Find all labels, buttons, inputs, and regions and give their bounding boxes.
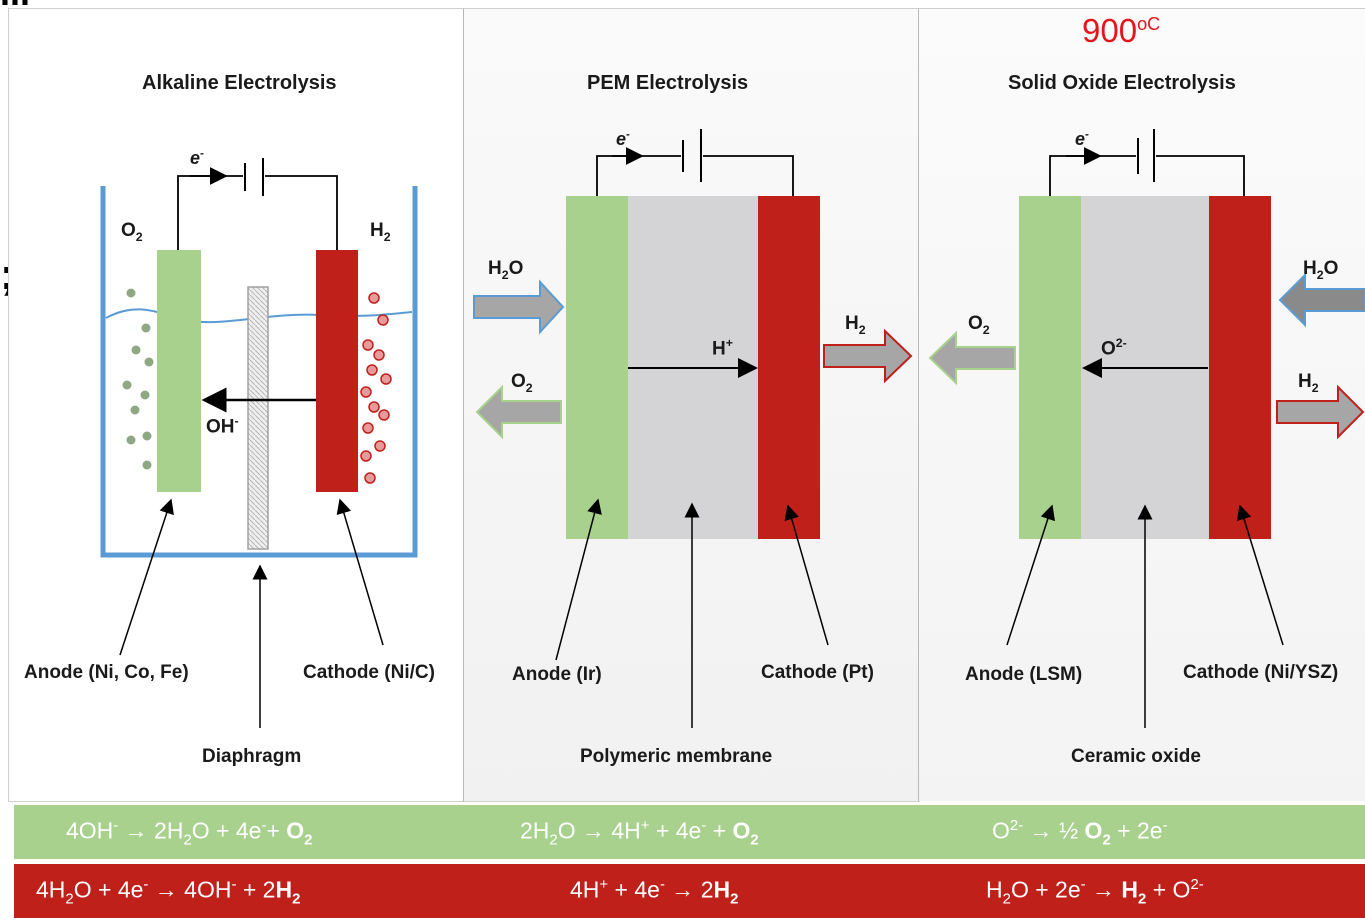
- alkaline-cell: [100, 158, 418, 728]
- soec-hydrogen-outlet-arrow: [1276, 384, 1365, 440]
- cathode-reactions-band: 4H2O + 4e- → 4OH- + 2H2 4H+ + 4e- → 2H2 …: [14, 864, 1365, 918]
- soec-hydrogen-label: H2: [1298, 371, 1319, 395]
- alkaline-circuit-wire: [177, 175, 338, 250]
- pem-water-inlet-arrow: [473, 279, 565, 335]
- soec-ion-label: O2-: [1101, 336, 1127, 360]
- soec-title: Solid Oxide Electrolysis: [1008, 72, 1236, 94]
- pem-cathode-label: Cathode (Pt): [761, 662, 874, 683]
- ceramic-label: Ceramic oxide: [1071, 746, 1201, 767]
- diaphragm-label: Diaphragm: [202, 746, 302, 767]
- pem-cathode-pointer: [784, 504, 829, 646]
- alkaline-title: Alkaline Electrolysis: [142, 72, 337, 94]
- pem-water-label: H2O: [488, 258, 524, 282]
- soec-cathode-pointer: [1236, 504, 1284, 646]
- soec-water-label: H2O: [1303, 258, 1339, 282]
- alkaline-anode-reaction: 4OH- → 2H2O + 4e-+ O2: [66, 817, 313, 849]
- alkaline-anode-pointer: [119, 498, 174, 656]
- alkaline-oxygen-label: O2: [121, 220, 143, 244]
- soec-cathode-plate: [1209, 196, 1271, 539]
- soec-cathode-reaction: H2O + 2e- → H2 + O2-: [986, 876, 1204, 908]
- soec-electron-label: e-: [1075, 128, 1089, 149]
- pem-title: PEM Electrolysis: [587, 72, 749, 94]
- diaphragm: [247, 286, 269, 550]
- pem-oxygen-outlet-arrow: [475, 384, 562, 440]
- alkaline-anode-plate: [157, 250, 201, 492]
- alkaline-hydrogen-label: H2: [370, 220, 391, 244]
- soec-cathode-label: Cathode (Ni/YSZ): [1183, 662, 1339, 683]
- pem-anode-reaction: 2H2O → 4H+ + 4e- + O2: [520, 817, 759, 849]
- pem-electron-label: e-: [616, 128, 630, 149]
- electrolyte-surface: [105, 308, 413, 324]
- soec-anode-reaction: O2- → ½ O2 + 2e-: [992, 817, 1168, 849]
- pem-anode-plate: [566, 196, 628, 539]
- pem-oxygen-label: O2: [511, 371, 533, 395]
- electrolyte-tank: [100, 186, 418, 558]
- pem-ion-label: H+: [712, 336, 733, 360]
- pem-circuit-wire: [596, 155, 794, 196]
- pem-cathode-plate: [758, 196, 820, 539]
- soec-oxygen-outlet-arrow: [928, 330, 1016, 386]
- oxygen-bubbles: [122, 288, 154, 470]
- hydrogen-bubbles: [360, 292, 392, 484]
- soec-circuit-wire: [1049, 155, 1245, 196]
- alkaline-cathode-plate: [316, 250, 358, 492]
- pem-anode-pointer: [555, 498, 602, 661]
- alkaline-cathode-label: Cathode (Ni/C): [303, 662, 435, 683]
- operating-temperature: 900oC: [1082, 12, 1161, 49]
- soec-water-inlet-arrow: [1278, 272, 1365, 328]
- electrolysis-diagram-svg: [100, 129, 1365, 728]
- pem-cell: [473, 129, 913, 728]
- alkaline-ion-label: OH-: [206, 414, 239, 438]
- alkaline-electron-label: e-: [190, 147, 204, 168]
- soec-anode-plate: [1019, 196, 1081, 539]
- pem-hydrogen-label: H2: [845, 313, 866, 337]
- pem-cathode-reaction: 4H+ + 4e- → 2H2: [570, 876, 739, 908]
- soec-anode-label: Anode (LSM): [965, 664, 1083, 685]
- membrane-label: Polymeric membrane: [580, 746, 773, 767]
- soec-oxygen-label: O2: [968, 313, 990, 337]
- pem-anode-label: Anode (Ir): [512, 664, 602, 685]
- soec-cell: [928, 129, 1365, 728]
- anode-reactions-band: 4OH- → 2H2O + 4e-+ O2 2H2O → 4H+ + 4e- +…: [14, 805, 1365, 859]
- alkaline-cathode-pointer: [336, 498, 384, 646]
- soec-anode-pointer: [1006, 504, 1055, 646]
- alkaline-cathode-reaction: 4H2O + 4e- → 4OH- + 2H2: [36, 876, 301, 908]
- alkaline-panel: [8, 8, 465, 802]
- alkaline-anode-label: Anode (Ni, Co, Fe): [24, 662, 189, 683]
- pem-hydrogen-outlet-arrow: [823, 328, 913, 384]
